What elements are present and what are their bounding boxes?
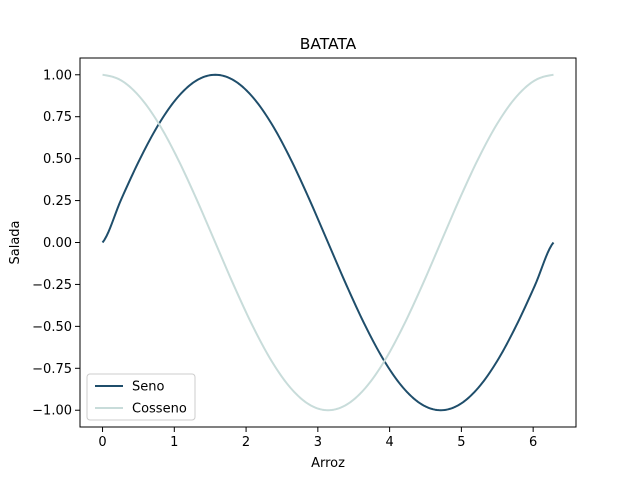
series-layer [101,73,555,412]
legend-label-cosseno: Cosseno [132,402,187,417]
x-tick-label: 6 [529,435,537,450]
series-line-cosseno [102,73,554,412]
y-tick-label: 0.50 [43,152,72,167]
x-axis: 0 1 2 3 4 5 6 [98,427,537,450]
x-tick-label: 1 [170,435,178,450]
y-tick-label: −0.75 [32,362,72,377]
x-tick-label: 4 [385,435,393,450]
x-axis-label: Arroz [311,456,345,471]
legend-label-seno: Seno [132,380,164,395]
chart-title: BATATA [300,35,357,53]
y-tick-label: −1.00 [32,404,72,419]
y-tick-label: −0.50 [32,320,72,335]
series-line-seno [101,73,555,412]
y-tick-label: −0.25 [32,278,72,293]
y-tick-label: 0.75 [43,110,72,125]
y-tick-label: 0.00 [43,236,72,251]
x-tick-label: 2 [242,435,250,450]
y-axis: −1.00 −0.75 −0.50 −0.25 0.00 0.25 0.50 0.75 1.00 [32,68,80,419]
y-tick-label: 0.25 [43,194,72,209]
x-tick-label: 3 [314,435,322,450]
y-tick-label: 1.00 [43,68,72,83]
x-tick-label: 0 [98,435,106,450]
y-axis-label: Salada [8,220,23,264]
x-tick-label: 5 [457,435,465,450]
legend: Seno Cosseno [86,373,196,421]
